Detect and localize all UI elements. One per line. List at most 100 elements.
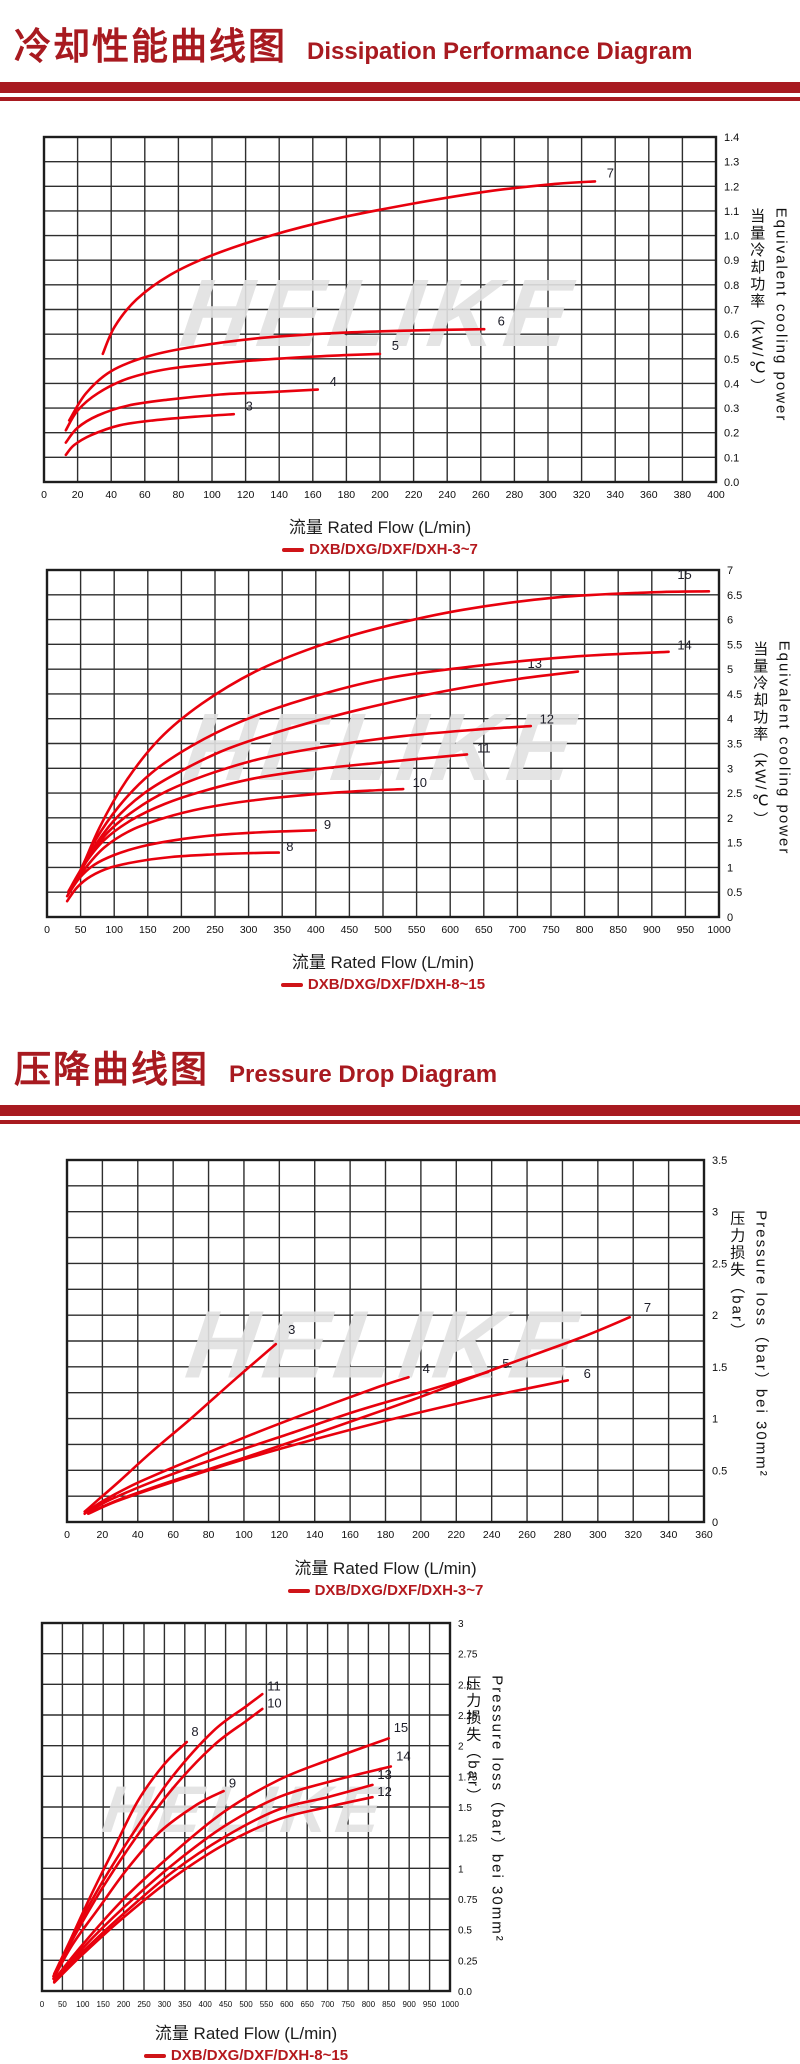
series-label-6: 6 — [498, 314, 505, 329]
y-axis-title-zh: 压力损失（bar） — [464, 1675, 482, 1805]
x-tick-label: 750 — [341, 2000, 355, 2009]
x-tick-label: 260 — [518, 1529, 536, 1541]
series-label-7: 7 — [644, 1300, 651, 1315]
rule-thin — [0, 1120, 800, 1124]
y-tick-label: 0.5 — [724, 354, 739, 366]
x-tick-label: 100 — [203, 489, 221, 501]
x-tick-label: 340 — [660, 1529, 678, 1541]
x-tick-label: 150 — [139, 924, 157, 936]
series-curve-15 — [75, 590, 711, 882]
x-tick-label: 700 — [509, 924, 527, 936]
x-tick-label: 240 — [483, 1529, 501, 1541]
x-tick-label: 900 — [403, 2000, 417, 2009]
y-tick-label: 1 — [458, 1864, 464, 1875]
x-tick-label: 80 — [173, 489, 185, 501]
legend-line-icon — [143, 2054, 166, 2059]
y-tick-label: 0.75 — [458, 1895, 478, 1906]
x-tick-label: 200 — [117, 2000, 131, 2009]
y-tick-label: 2 — [727, 813, 733, 825]
y-tick-label: 1 — [712, 1414, 718, 1426]
x-tick-label: 140 — [270, 489, 288, 501]
y-tick-label: 0.5 — [727, 887, 742, 899]
x-tick-label: 80 — [203, 1529, 215, 1541]
x-tick-label: 300 — [539, 489, 557, 501]
y-tick-label: 5.5 — [727, 639, 742, 651]
y-tick-label: 6 — [727, 615, 733, 627]
x-tick-label: 250 — [137, 2000, 151, 2009]
x-tick-label: 300 — [158, 2000, 172, 2009]
watermark-text: HELIKE — [178, 694, 587, 800]
series-label-4: 4 — [423, 1361, 430, 1376]
series-curve-13 — [52, 1783, 374, 1983]
y-axis-title-zh: 当量冷却功率（kW/℃） — [748, 207, 766, 396]
x-tick-label: 500 — [374, 924, 392, 936]
y-axis-title-en: Equivalent cooling power — [775, 640, 793, 856]
x-tick-label: 800 — [576, 924, 594, 936]
x-tick-label: 800 — [362, 2000, 376, 2009]
y-tick-label: 1.5 — [727, 838, 742, 850]
x-tick-label: 120 — [237, 489, 255, 501]
legend-label: DXB/DXG/DXF/DXH-8~15 — [170, 2047, 349, 2064]
dissipation-chart-3-7-figure: HELIKE 3 4 5 6 7 0 20 40 60 80 100 120 140 160 180 200 22… — [0, 127, 800, 558]
series-curve-10 — [67, 787, 405, 895]
series-curve-11 — [67, 753, 469, 893]
x-tick-label: 400 — [199, 2000, 213, 2009]
x-tick-label: 1000 — [441, 2000, 459, 2009]
y-axis-title-en: Pressure loss（bar）bei 30mm² — [752, 1210, 770, 1478]
x-tick-label: 0 — [64, 1529, 70, 1541]
legend-label: DXB/DXG/DXF/DXH-3~7 — [314, 1582, 484, 1599]
x-tick-label: 60 — [139, 489, 151, 501]
x-tick-label: 60 — [167, 1529, 179, 1541]
x-tick-label: 900 — [643, 924, 661, 936]
x-tick-label: 1000 — [707, 924, 731, 936]
x-tick-label: 160 — [341, 1529, 359, 1541]
x-tick-label: 20 — [97, 1529, 109, 1541]
series-label-11: 11 — [477, 740, 491, 755]
series-label-11: 11 — [267, 1678, 281, 1693]
series-label-5: 5 — [392, 338, 399, 353]
legend-line-icon — [282, 548, 305, 553]
y-axis-title-zh: 压力损失（bar） — [728, 1210, 746, 1340]
series-label-9: 9 — [324, 817, 331, 832]
dissipation-chart-8-15-figure: HELIKE 8 9 10 11 12 13 14 15 0 50 100 150 200 250 300 35… — [0, 560, 800, 993]
pressure-title-zh: 压降曲线图 — [14, 1049, 209, 1090]
series-curve-4 — [83, 1375, 410, 1516]
plot-border — [65, 1158, 706, 1524]
y-tick-label: 0 — [712, 1517, 718, 1529]
y-tick-label: 0.7 — [724, 305, 739, 317]
y-tick-label: 0.5 — [458, 1926, 472, 1937]
legend-label: DXB/DXG/DXF/DXH-8~15 — [307, 976, 486, 993]
series-curve-5 — [86, 1370, 490, 1513]
x-tick-label: 250 — [206, 924, 224, 936]
x-tick-label: 280 — [554, 1529, 572, 1541]
series-curve-9 — [65, 829, 318, 898]
x-tick-label: 260 — [472, 489, 490, 501]
series-curve-12 — [52, 1795, 374, 1984]
series-label-3: 3 — [288, 1322, 295, 1337]
x-tick-label: 400 — [307, 924, 325, 936]
x-tick-label: 300 — [589, 1529, 607, 1541]
y-tick-label: 1.25 — [458, 1834, 478, 1845]
x-tick-label: 550 — [260, 2000, 274, 2009]
x-tick-label: 400 — [707, 489, 725, 501]
x-tick-label: 550 — [408, 924, 426, 936]
series-label-12: 12 — [540, 712, 554, 727]
watermark-text: HELIKE — [98, 1773, 392, 1847]
series-legend: DXB/DXG/DXF/DXH-8~15 — [42, 2047, 450, 2064]
y-tick-label: 7 — [727, 565, 733, 577]
x-tick-label: 360 — [695, 1529, 713, 1541]
y-tick-label: 0.4 — [724, 378, 739, 390]
series-curve-7 — [90, 1315, 631, 1513]
x-tick-label: 350 — [273, 924, 291, 936]
x-tick-label: 320 — [624, 1529, 642, 1541]
x-tick-label: 0 — [40, 2000, 45, 2009]
y-axis-title-zh: 当量冷却功率（kW/℃） — [751, 640, 769, 829]
x-tick-label: 450 — [341, 924, 359, 936]
y-tick-label: 2 — [458, 1742, 464, 1753]
series-label-14: 14 — [396, 1748, 410, 1763]
series-curve-13 — [71, 670, 580, 889]
series-label-6: 6 — [584, 1366, 591, 1381]
series-curve-14 — [53, 1765, 393, 1982]
y-tick-label: 0.3 — [724, 403, 739, 415]
